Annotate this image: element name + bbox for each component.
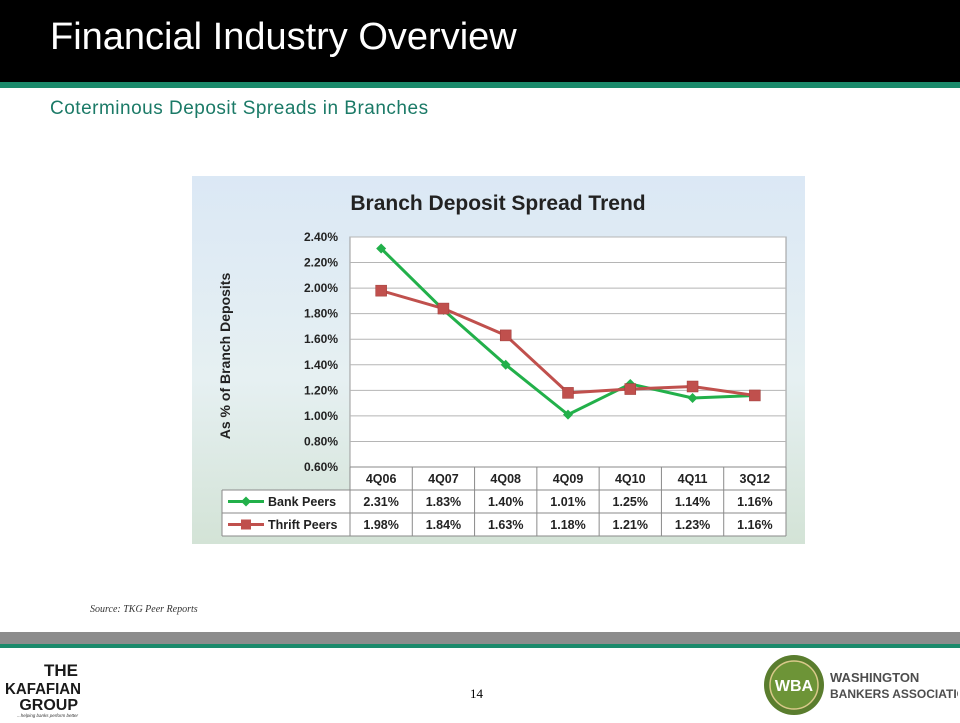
plot-frame <box>349 236 787 468</box>
chart-svg: Branch Deposit Spread Trend As % of Bran… <box>192 176 805 544</box>
x-category-label: 4Q06 <box>366 472 397 486</box>
logo-tagline: ...helping banks perform better <box>17 713 79 718</box>
wba-logo: WBA WASHINGTON BANKERS ASSOCIATION <box>762 652 960 718</box>
chart-title: Branch Deposit Spread Trend <box>350 192 645 215</box>
data-label-thrift-peers: 1.18% <box>550 518 585 532</box>
data-point-thrift-peers <box>437 302 450 315</box>
data-point-thrift-peers <box>499 329 512 342</box>
y-tick-label: 0.60% <box>304 460 338 474</box>
wba-name-line2: BANKERS ASSOCIATION <box>830 687 958 701</box>
plot-area: 0.60% 0.80% 1.00% 1.20% 1.40% 1.60% 1.80% 2.00%… <box>304 230 787 474</box>
chart: Branch Deposit Spread Trend As % of Bran… <box>192 176 805 544</box>
legend-marker-bank-peers <box>241 496 251 507</box>
y-tick-label: 1.00% <box>304 409 338 423</box>
data-label-thrift-peers: 1.16% <box>737 518 772 532</box>
x-category-label: 4Q11 <box>678 472 708 486</box>
data-point-thrift-peers <box>562 387 574 399</box>
data-label-thrift-peers: 1.21% <box>613 518 648 532</box>
data-point-thrift-peers <box>624 383 637 395</box>
data-point-bank-peers <box>376 243 387 254</box>
x-category-label: 4Q08 <box>490 472 521 486</box>
page-number: 14 <box>470 686 483 701</box>
footer-gray-bar <box>0 632 960 644</box>
y-tick-label: 2.40% <box>304 230 338 244</box>
data-label-bank-peers: 1.40% <box>488 495 523 509</box>
x-category-label: 4Q09 <box>553 472 584 486</box>
logo-line-group: GROUP <box>19 697 78 714</box>
x-category-label: 3Q12 <box>740 472 771 486</box>
footer-green-bar <box>0 644 960 648</box>
wba-badge-inner <box>769 660 819 710</box>
data-table: 4Q06 4Q07 4Q08 4Q09 4Q10 4Q11 3Q12 Bank Peers 2.… <box>221 466 787 537</box>
header-rule <box>0 82 960 88</box>
data-point-thrift-peers <box>686 380 699 393</box>
data-label-bank-peers: 1.25% <box>613 495 648 509</box>
data-label-thrift-peers: 1.23% <box>675 518 710 532</box>
data-label-bank-peers: 1.14% <box>675 495 710 509</box>
data-label-bank-peers: 1.01% <box>550 495 585 509</box>
legend-label-thrift-peers: Thrift Peers <box>268 518 338 532</box>
data-point-bank-peers <box>563 409 573 420</box>
y-tick-label: 2.20% <box>304 256 338 270</box>
slide-title: Financial Industry Overview <box>50 16 517 58</box>
table-header-bg <box>350 467 786 490</box>
data-label-thrift-peers: 1.98% <box>363 518 398 532</box>
data-label-bank-peers: 2.31% <box>363 495 398 509</box>
legend-marker-thrift-peers <box>241 519 251 530</box>
kafafian-group-logo: THE KAFAFIAN GROUP ...helping banks perf… <box>2 660 84 718</box>
x-category-label: 4Q10 <box>615 472 646 486</box>
source-note: Source: TKG Peer Reports <box>90 604 198 615</box>
data-label-bank-peers: 1.83% <box>426 495 461 509</box>
data-point-bank-peers <box>500 359 511 370</box>
data-point-thrift-peers <box>375 284 387 297</box>
y-tick-label: 1.20% <box>304 383 338 397</box>
wba-name-line1: WASHINGTON <box>830 670 919 685</box>
data-label-bank-peers: 1.16% <box>737 495 772 509</box>
y-axis-label: As % of Branch Deposits <box>217 273 233 440</box>
logo-line-the: THE <box>44 661 78 680</box>
y-tick-label: 0.80% <box>304 434 338 448</box>
slide-subtitle: Coterminous Deposit Spreads in Branches <box>50 98 429 119</box>
x-category-label: 4Q07 <box>428 472 459 486</box>
wba-badge-text: WBA <box>775 678 814 695</box>
y-tick-label: 2.00% <box>304 281 338 295</box>
data-point-bank-peers <box>687 393 698 403</box>
y-tick-label: 1.40% <box>304 358 338 372</box>
data-point-thrift-peers <box>749 389 761 402</box>
y-tick-label: 1.60% <box>304 332 338 346</box>
legend-label-bank-peers: Bank Peers <box>268 495 336 509</box>
data-label-thrift-peers: 1.63% <box>488 518 523 532</box>
title-bar: Financial Industry Overview <box>0 0 960 82</box>
data-label-thrift-peers: 1.84% <box>426 518 461 532</box>
y-tick-label: 1.80% <box>304 307 338 321</box>
logo-line-kafafian: KAFAFIAN <box>5 681 81 698</box>
